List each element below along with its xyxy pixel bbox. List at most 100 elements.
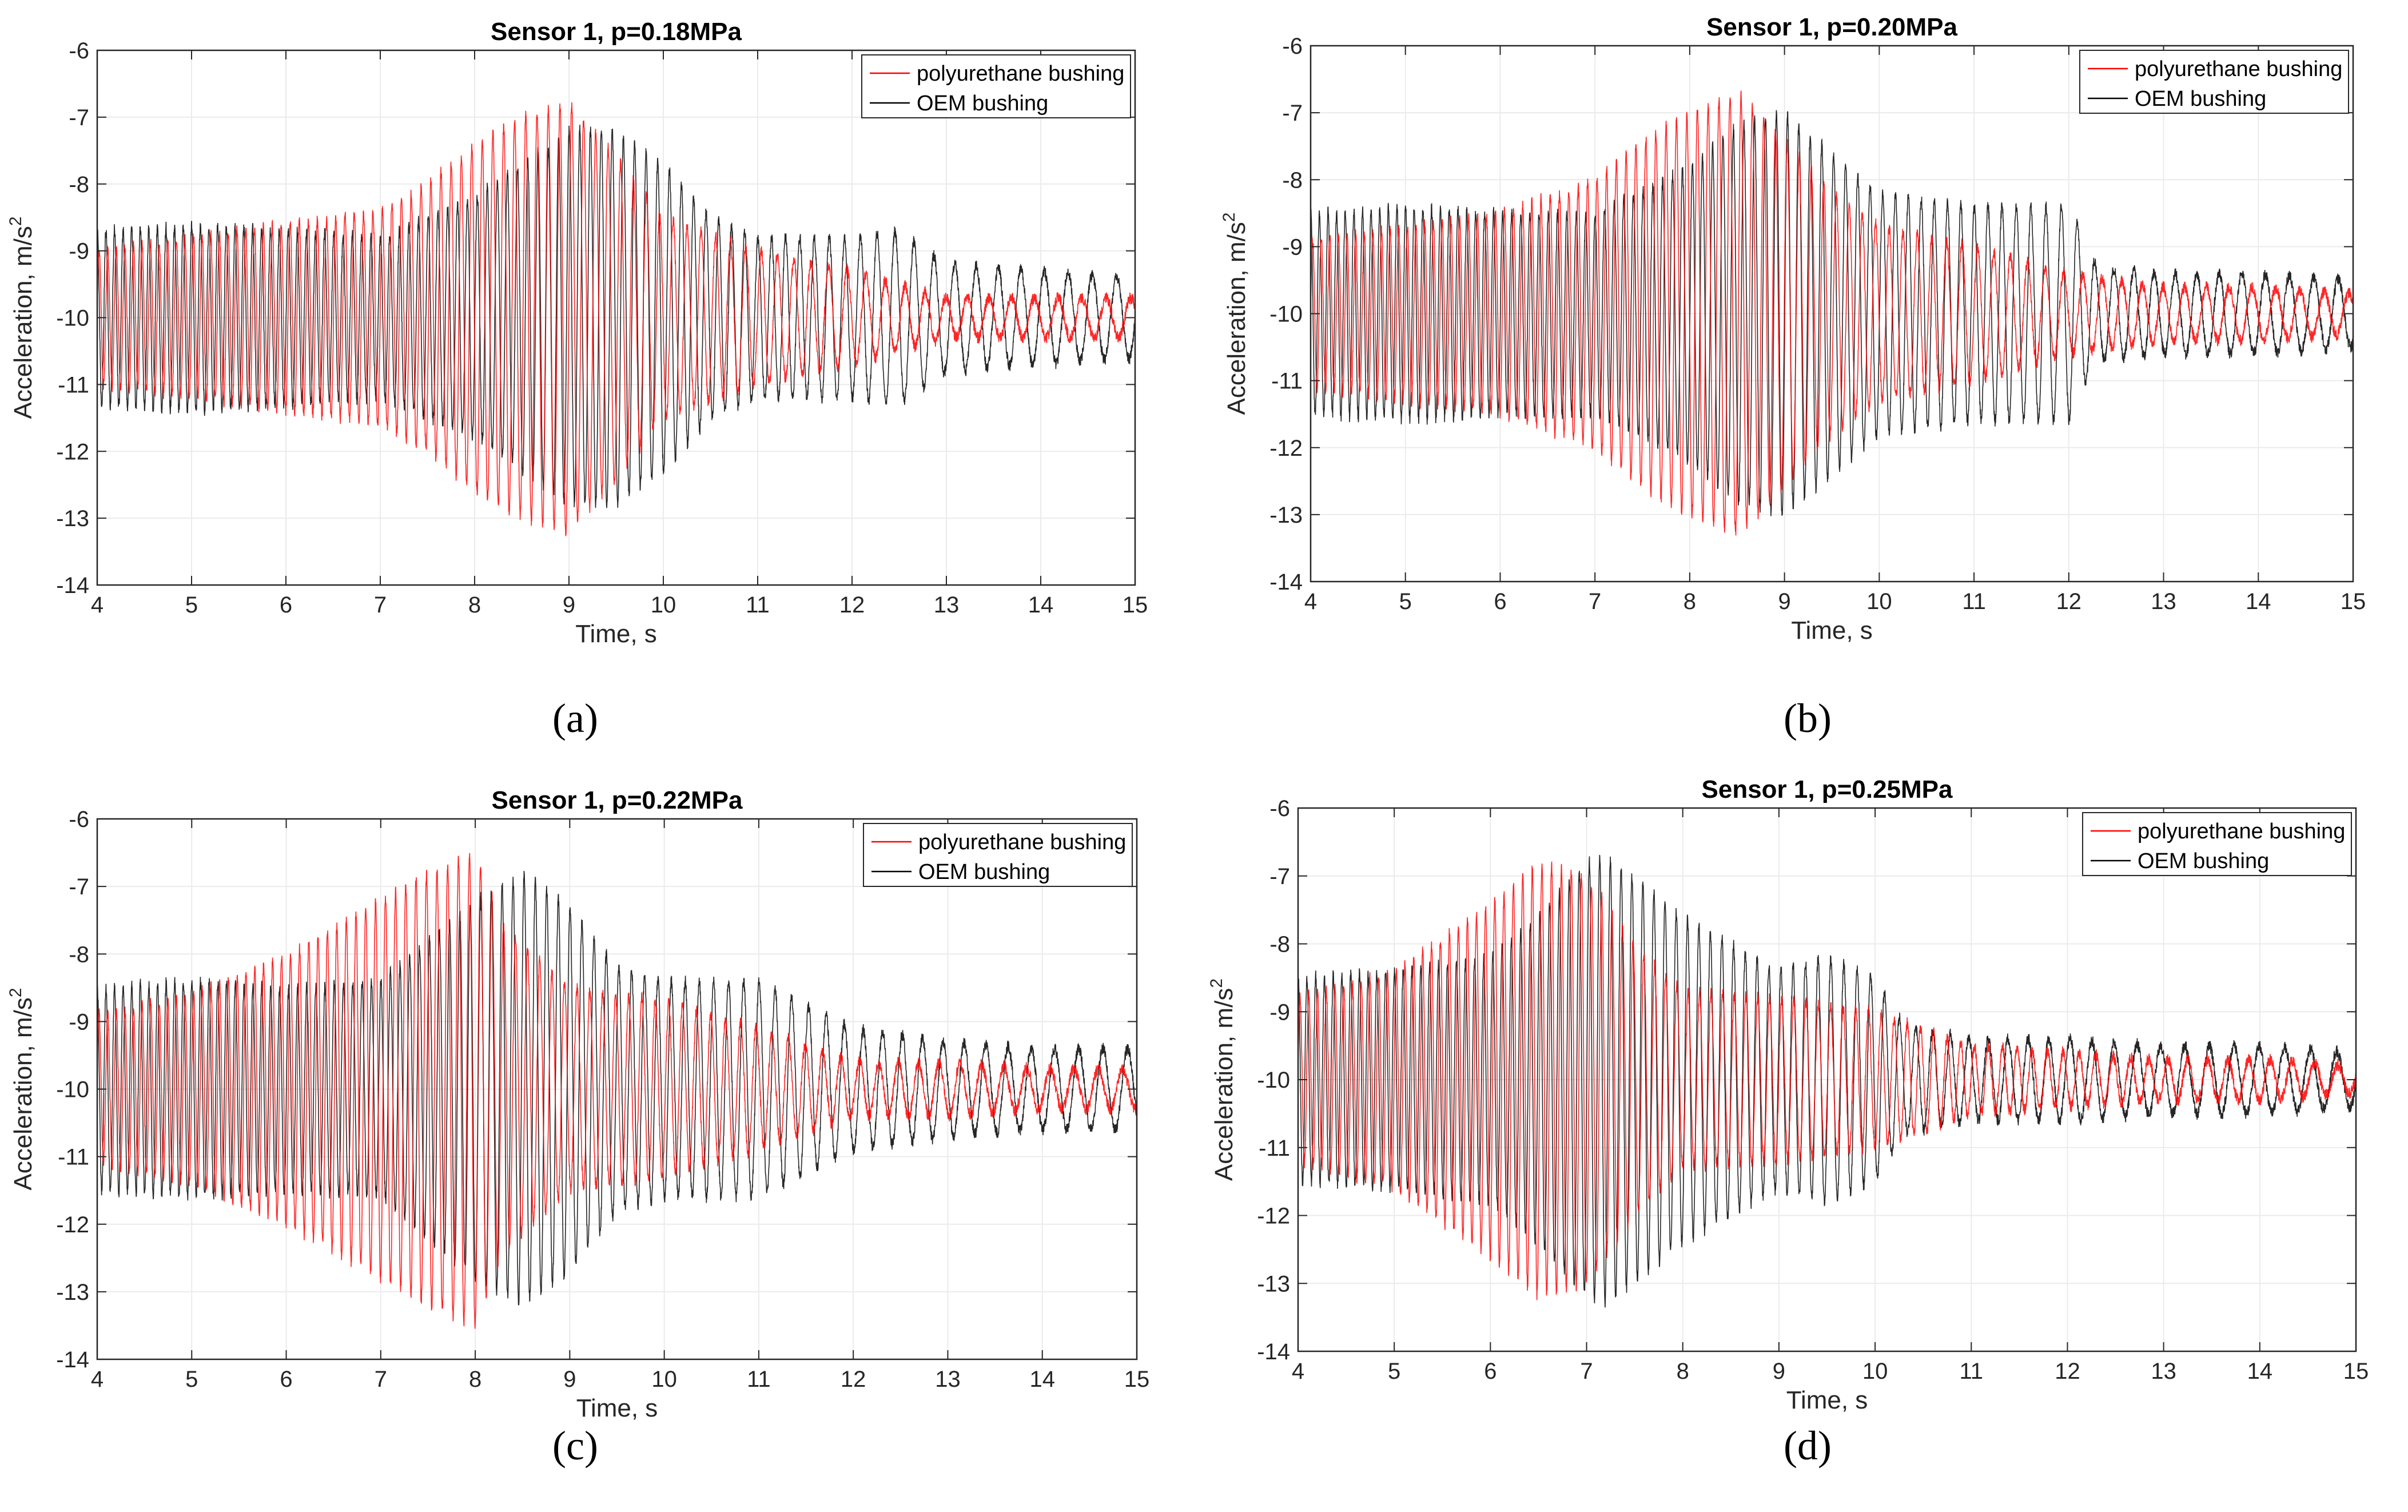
x-tick-label: 4 (1304, 589, 1317, 614)
y-tick-label: -9 (1269, 1000, 1290, 1025)
y-tick-label: -12 (1269, 436, 1303, 461)
x-tick-label: 4 (1292, 1359, 1304, 1384)
series-line-oem (1298, 854, 2356, 1308)
x-tick-label: 4 (91, 1367, 104, 1392)
x-tick-label: 15 (1124, 1367, 1150, 1392)
x-tick-label: 7 (374, 592, 387, 618)
y-tick-label: -6 (69, 807, 89, 832)
y-tick-label: -8 (69, 172, 89, 197)
y-axis-label-sup: 2 (1207, 978, 1226, 988)
x-tick-label: 8 (1677, 1359, 1689, 1384)
legend-box (2082, 812, 2352, 876)
y-tick-label: -7 (1269, 864, 1290, 889)
chart-panel-d: 4 5 6 7 8 9 10 11 12 13 14 15 -14 -13 -12 -11 -10 -9 -8 -7 -… (1204, 756, 2407, 1512)
y-tick-label: -13 (1257, 1271, 1290, 1296)
y-axis-label-sup: 2 (1220, 212, 1239, 222)
legend-box (863, 823, 1133, 887)
x-tick-label: 10 (1866, 589, 1892, 614)
x-tick-label: 14 (2246, 589, 2271, 614)
y-tick-label: -11 (58, 372, 89, 397)
y-tick-label: -10 (1269, 302, 1303, 327)
y-tick-label: -7 (1282, 101, 1303, 126)
x-axis-label: Time, s (575, 620, 657, 648)
x-tick-label: 7 (375, 1367, 387, 1392)
x-axis-label: Time, s (1786, 1386, 1868, 1414)
x-tick-label: 15 (1123, 592, 1148, 618)
panel-caption-a: (a) (552, 695, 598, 741)
chart-title-b: Sensor 1, p=0.20MPa (1706, 13, 1958, 41)
legend-box (2079, 50, 2349, 114)
x-tick-label: 5 (185, 1367, 198, 1392)
y-tick-label: -6 (69, 38, 89, 63)
y-axis-label-sup: 2 (6, 216, 25, 226)
y-tick-label: -12 (56, 439, 89, 464)
y-axis-label: Acceleration, m/s2 (6, 216, 37, 419)
y-tick-label: -9 (69, 1009, 89, 1034)
series-line-polyurethane (1311, 90, 2353, 536)
x-tick-label: 15 (2341, 589, 2366, 614)
x-tick-label: 7 (1589, 589, 1601, 614)
y-axis-label-text: Acceleration, m/s (9, 226, 37, 419)
y-tick-label: -10 (56, 1077, 89, 1103)
legend-label-polyurethane: polyurethane bushing (2138, 819, 2345, 843)
y-tick-label: -8 (69, 942, 89, 967)
legend-box (861, 54, 1131, 118)
y-axis-label: Acceleration, m/s2 (6, 988, 37, 1190)
x-tick-label: 15 (2343, 1359, 2369, 1384)
x-tick-label: 8 (1683, 589, 1696, 614)
y-tick-label: -11 (1271, 369, 1303, 394)
chart-d-svg: 4 5 6 7 8 9 10 11 12 13 14 15 -14 -13 -12 -11 -10 -9 -8 -7 -… (1207, 775, 2369, 1414)
y-tick-label: -8 (1269, 932, 1290, 957)
y-tick-label: -9 (1282, 234, 1303, 260)
y-tick-label: -11 (58, 1145, 89, 1170)
x-axis-label: Time, s (1791, 616, 1873, 644)
y-axis-label-sup: 2 (6, 988, 25, 997)
legend-label-polyurethane: polyurethane bushing (2135, 57, 2342, 81)
x-axis-label: Time, s (576, 1394, 658, 1422)
x-tick-label: 12 (2056, 589, 2082, 614)
chart-c-svg: 4 5 6 7 8 9 10 11 12 13 14 15 -14 -13 -12 -11 -10 -9 -8 -7 -… (6, 786, 1150, 1422)
chart-a-svg: 4 5 6 7 8 9 10 11 12 13 14 15 -14 -13 -12 -11 -10 -9 -8 -7 -… (6, 18, 1148, 648)
x-tick-label: 12 (841, 1367, 866, 1392)
y-tick-label: -12 (1257, 1204, 1290, 1229)
panel-caption-c: (c) (552, 1423, 598, 1469)
chart-panel-b: 4 5 6 7 8 9 10 11 12 13 14 15 -14 -13 -12 -11 -10 -9 -8 -7 -… (1204, 0, 2407, 756)
legend-label-oem: OEM bushing (917, 91, 1048, 116)
chart-title-a: Sensor 1, p=0.18MPa (491, 18, 742, 46)
series-line-polyurethane (1298, 861, 2356, 1300)
chart-panel-a: 4 5 6 7 8 9 10 11 12 13 14 15 -14 -13 -12 -11 -10 -9 -8 -7 -… (0, 0, 1204, 756)
x-tick-label: 13 (934, 592, 960, 618)
x-tick-label: 8 (469, 1367, 481, 1392)
x-tick-label: 11 (747, 1367, 771, 1392)
x-tick-label: 4 (91, 592, 104, 618)
x-tick-label: 13 (935, 1367, 961, 1392)
legend-label-polyurethane: polyurethane bushing (918, 830, 1126, 854)
y-tick-label: -14 (1269, 570, 1303, 595)
x-tick-label: 6 (280, 1367, 292, 1392)
x-tick-label: 6 (1484, 1359, 1496, 1384)
x-tick-label: 5 (185, 592, 198, 618)
legend-label-oem: OEM bushing (918, 860, 1050, 884)
y-tick-label: -10 (1257, 1068, 1290, 1093)
x-tick-label: 10 (1862, 1359, 1888, 1384)
y-tick-label: -11 (1259, 1136, 1290, 1161)
y-axis-label: Acceleration, m/s2 (1207, 978, 1238, 1181)
series-line-polyurethane (97, 853, 1137, 1329)
x-tick-label: 8 (468, 592, 481, 618)
x-tick-label: 11 (1962, 589, 1986, 614)
series-line-polyurethane (97, 102, 1135, 536)
series-group (1298, 854, 2356, 1308)
y-tick-label: -6 (1282, 34, 1303, 59)
legend-label-polyurethane: polyurethane bushing (917, 62, 1124, 86)
chart-b-svg: 4 5 6 7 8 9 10 11 12 13 14 15 -14 -13 -12 -11 -10 -9 -8 -7 -… (1220, 13, 2366, 644)
x-tick-label: 13 (2151, 1359, 2176, 1384)
x-tick-label: 11 (746, 592, 770, 618)
x-tick-label: 9 (1773, 1359, 1785, 1384)
y-tick-label: -12 (56, 1212, 89, 1238)
x-tick-label: 5 (1388, 1359, 1400, 1384)
series-group (1311, 90, 2353, 536)
y-tick-label: -13 (1269, 503, 1303, 528)
chart-title-c: Sensor 1, p=0.22MPa (492, 786, 743, 814)
y-tick-label: -13 (56, 1280, 89, 1305)
y-tick-label: -8 (1282, 168, 1303, 193)
